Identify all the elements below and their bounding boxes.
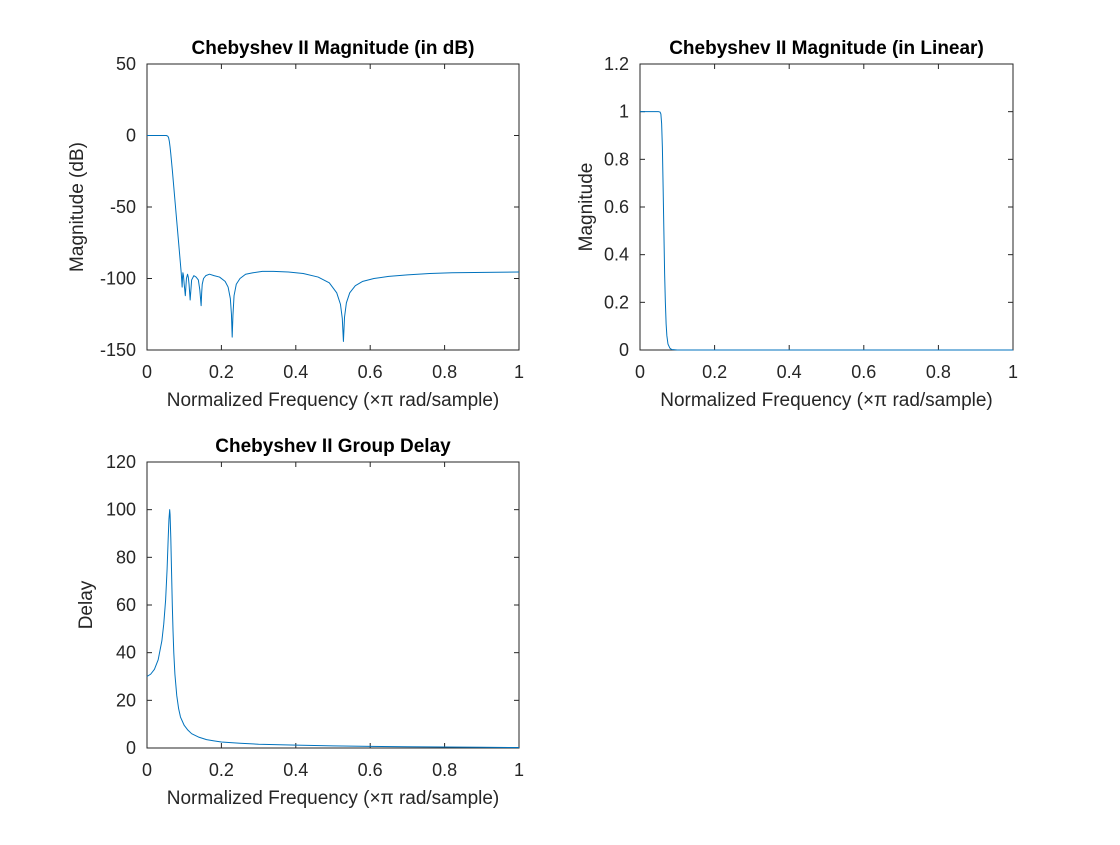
series-line-1: [640, 111, 1013, 351]
y-tick-label: 1.2: [604, 54, 629, 74]
y-tick-label: 60: [116, 595, 136, 615]
x-tick-label: 0.2: [702, 362, 727, 382]
x-tick-label: 0.6: [358, 362, 383, 382]
y-tick-label: 40: [116, 643, 136, 663]
y-axis-label: Magnitude: [576, 163, 597, 252]
y-tick-label: 0: [126, 126, 136, 146]
y-axis-label: Magnitude (dB): [67, 142, 88, 272]
x-axis-label: Normalized Frequency (×π rad/sample): [167, 390, 500, 411]
x-tick-label: 0.4: [283, 760, 308, 780]
y-tick-label: 120: [106, 452, 136, 472]
y-tick-label: 0: [619, 340, 629, 360]
y-tick-label: -50: [110, 197, 136, 217]
x-tick-label: 0.8: [432, 362, 457, 382]
x-axis-label: Normalized Frequency (×π rad/sample): [660, 390, 993, 411]
y-tick-label: 1: [619, 102, 629, 122]
x-tick-label: 0.4: [283, 362, 308, 382]
y-tick-label: 0.2: [604, 292, 629, 312]
x-tick-label: 1: [1008, 362, 1018, 382]
y-tick-label: 0.6: [604, 197, 629, 217]
subplot-1: 0 0.2 0.4 0.6 0.8 1 -150 -100 -50 0 50 Chebyshev II…: [67, 38, 524, 411]
subplot-3: 0 0.2 0.4 0.6 0.8 1 0 20 40 60 80 100 120 Chebyshev I…: [76, 436, 524, 809]
chart-title: Chebyshev II Group Delay: [215, 436, 451, 457]
y-tick-label: 0: [126, 738, 136, 758]
series-line-1: [146, 509, 520, 749]
y-tick-label: 100: [106, 500, 136, 520]
x-tick-label: 0.2: [209, 760, 234, 780]
x-tick-label: 0.8: [926, 362, 951, 382]
series-line-1: [147, 135, 520, 342]
axes-box: [639, 63, 1014, 351]
x-tick-label: 1: [514, 760, 524, 780]
y-axis-label: Delay: [76, 580, 97, 629]
y-tick-label: 0.4: [604, 245, 629, 265]
y-tick-label: 0.8: [604, 149, 629, 169]
chart-title: Chebyshev II Magnitude (in Linear): [669, 38, 984, 59]
subplot-2: 0 0.2 0.4 0.6 0.8 1 0 0.2 0.4 0.6 0.8 1 1.2 Chebyshev…: [576, 38, 1018, 411]
chart-title: Chebyshev II Magnitude (in dB): [192, 38, 475, 59]
y-tick-label: 80: [116, 547, 136, 567]
x-tick-label: 0.6: [851, 362, 876, 382]
y-tick-label: 20: [116, 690, 136, 710]
y-tick-label: 50: [116, 54, 136, 74]
x-tick-label: 0: [635, 362, 645, 382]
x-tick-label: 0.6: [358, 760, 383, 780]
y-tick-label: -150: [100, 340, 136, 360]
x-tick-label: 0.4: [777, 362, 802, 382]
axes-box: [146, 461, 520, 749]
y-tick-label: -100: [100, 269, 136, 289]
x-tick-label: 0.2: [209, 362, 234, 382]
x-tick-label: 0: [142, 760, 152, 780]
axes-box: [146, 63, 520, 351]
x-tick-label: 0.8: [432, 760, 457, 780]
x-axis-label: Normalized Frequency (×π rad/sample): [167, 788, 500, 809]
x-tick-label: 1: [514, 362, 524, 382]
x-tick-label: 0: [142, 362, 152, 382]
